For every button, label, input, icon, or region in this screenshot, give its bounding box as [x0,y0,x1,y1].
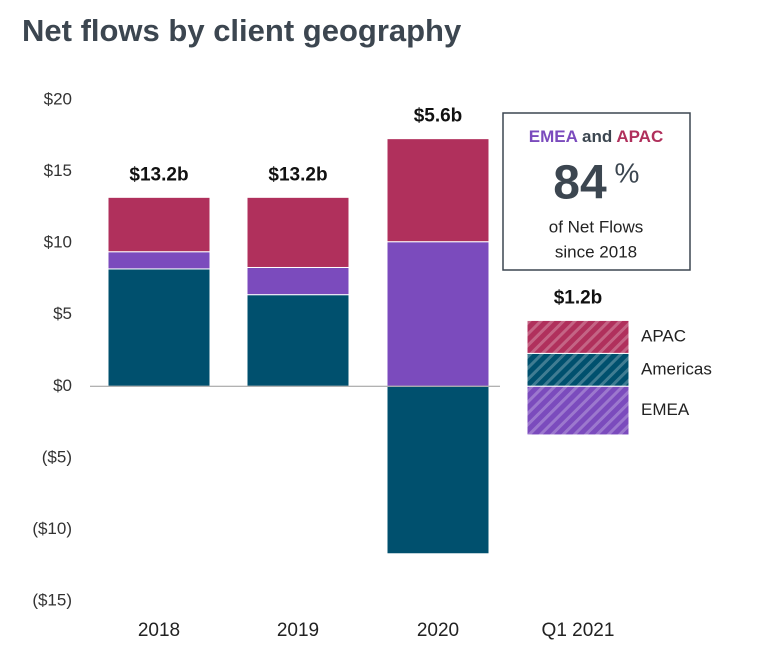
bar-segment [246,294,350,387]
callout-apac: APAC [616,127,663,146]
y-tick-label: $0 [53,376,72,395]
total-label: $13.2b [129,164,188,185]
legend-label: EMEA [641,400,690,419]
x-tick-label: 2020 [417,620,459,641]
callout-unit: % [615,157,640,188]
x-tick-label: Q1 2021 [542,620,615,641]
y-tick-label: ($10) [32,519,72,538]
y-tick-label: $20 [44,89,72,108]
x-tick-label: 2019 [277,620,319,641]
y-tick-label: ($5) [42,447,72,466]
bar-segment [526,385,630,436]
bar-segment [107,268,211,387]
chart-title: Net flows by client geography [22,13,462,48]
bar-segment [526,319,630,354]
total-label: $5.6b [414,106,463,127]
bar-segment [386,241,490,387]
bar-segment [107,251,211,270]
total-label: $1.2b [554,287,603,308]
callout-box [502,112,691,271]
y-tick-label: $15 [44,161,72,180]
total-label: $13.2b [268,164,327,185]
bar-segment [246,196,350,268]
callout-value: 84 [553,157,607,210]
legend-label: Americas [641,359,712,378]
bar-segment [526,352,630,387]
legend-label: APAC [641,326,686,345]
bar-segment [246,266,350,296]
bar-segment [386,385,490,555]
callout-emea: EMEA [529,127,578,146]
callout-and: and [582,127,612,146]
y-tick-label: ($15) [32,590,72,609]
y-tick-label: $10 [44,233,72,252]
callout-line: of Net Flows [549,217,643,236]
callout-heading: EMEA and APAC [529,127,663,146]
bar-segment [386,138,490,243]
callout-line: since 2018 [555,242,637,261]
x-tick-label: 2018 [138,620,180,641]
bar-segment [107,196,211,253]
y-tick-label: $5 [53,304,72,323]
